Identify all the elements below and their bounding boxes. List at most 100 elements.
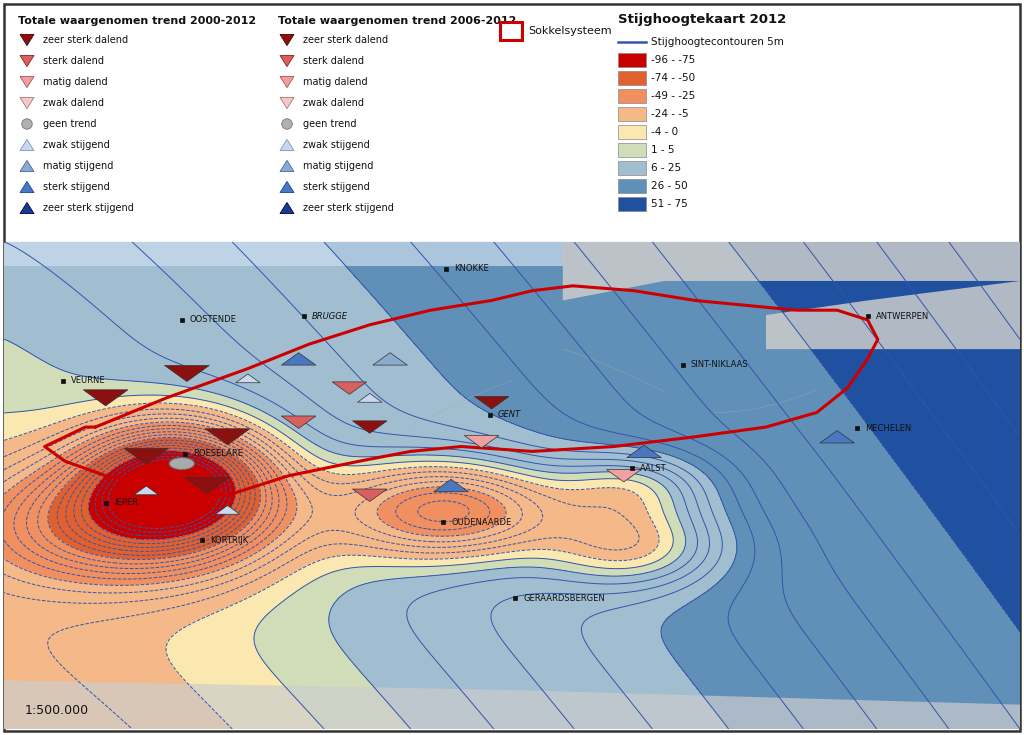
Polygon shape — [20, 55, 34, 67]
Polygon shape — [236, 374, 260, 383]
Polygon shape — [280, 76, 294, 87]
Polygon shape — [280, 35, 294, 46]
Text: Stijghoogtecontouren 5m: Stijghoogtecontouren 5m — [651, 37, 784, 47]
Text: VEURNE: VEURNE — [71, 376, 105, 385]
Text: GENT: GENT — [498, 410, 521, 420]
Bar — [618, 161, 646, 175]
Polygon shape — [83, 390, 128, 406]
Text: KNOKKE: KNOKKE — [454, 265, 488, 273]
Polygon shape — [766, 281, 1020, 349]
Text: sterk stijgend: sterk stijgend — [303, 182, 370, 192]
Text: -74 - -50: -74 - -50 — [651, 73, 695, 83]
Text: KORTRIJK: KORTRIJK — [210, 536, 249, 545]
Text: zeer sterk dalend: zeer sterk dalend — [303, 35, 388, 45]
Text: Totale waargenomen trend 2006-2012: Totale waargenomen trend 2006-2012 — [278, 16, 516, 26]
Text: zwak stijgend: zwak stijgend — [303, 140, 370, 150]
Polygon shape — [606, 470, 641, 482]
Text: matig stijgend: matig stijgend — [43, 161, 114, 171]
Polygon shape — [280, 182, 294, 193]
Polygon shape — [20, 76, 34, 87]
Bar — [618, 125, 646, 139]
Polygon shape — [20, 140, 34, 151]
Polygon shape — [20, 160, 34, 171]
Polygon shape — [165, 365, 209, 381]
Text: geen trend: geen trend — [43, 119, 96, 129]
Text: 6 - 25: 6 - 25 — [651, 163, 681, 173]
Text: -4 - 0: -4 - 0 — [651, 127, 678, 137]
Polygon shape — [20, 202, 34, 214]
Polygon shape — [282, 416, 316, 429]
Text: -96 - -75: -96 - -75 — [651, 55, 695, 65]
Polygon shape — [373, 353, 408, 365]
Bar — [618, 143, 646, 157]
Bar — [618, 53, 646, 67]
Text: matig stijgend: matig stijgend — [303, 161, 374, 171]
Bar — [618, 71, 646, 85]
Text: 1 - 5: 1 - 5 — [651, 145, 675, 155]
Polygon shape — [282, 353, 316, 365]
Polygon shape — [627, 445, 662, 458]
Text: Stijghoogtekaart 2012: Stijghoogtekaart 2012 — [618, 13, 786, 26]
Text: -24 - -5: -24 - -5 — [651, 109, 688, 119]
Text: zwak dalend: zwak dalend — [43, 98, 104, 108]
Polygon shape — [205, 429, 250, 445]
Text: ANTWERPEN: ANTWERPEN — [876, 312, 929, 320]
Polygon shape — [357, 393, 382, 402]
Circle shape — [22, 119, 32, 129]
Text: zwak dalend: zwak dalend — [303, 98, 364, 108]
Polygon shape — [474, 396, 509, 409]
Bar — [4, 4, 1020, 242]
Text: sterk dalend: sterk dalend — [43, 56, 104, 66]
Polygon shape — [280, 55, 294, 67]
Text: BRUGGE: BRUGGE — [312, 312, 348, 320]
Polygon shape — [820, 431, 854, 443]
Polygon shape — [134, 486, 159, 495]
Bar — [618, 107, 646, 121]
Bar — [618, 197, 646, 211]
Text: MECHELEN: MECHELEN — [865, 423, 911, 432]
Polygon shape — [434, 479, 468, 492]
Text: GERAARDSBERGEN: GERAARDSBERGEN — [523, 594, 605, 603]
Polygon shape — [20, 98, 34, 109]
Text: 51 - 75: 51 - 75 — [651, 199, 688, 209]
Bar — [500, 22, 522, 40]
Polygon shape — [4, 681, 1020, 729]
Text: sterk stijgend: sterk stijgend — [43, 182, 110, 192]
Text: zeer sterk stijgend: zeer sterk stijgend — [303, 203, 394, 213]
Polygon shape — [124, 448, 169, 465]
Text: Totale waargenomen trend 2000-2012: Totale waargenomen trend 2000-2012 — [18, 16, 256, 26]
Text: zeer sterk stijgend: zeer sterk stijgend — [43, 203, 134, 213]
Text: geen trend: geen trend — [303, 119, 356, 129]
Bar — [618, 89, 646, 103]
Polygon shape — [332, 382, 367, 394]
Polygon shape — [280, 140, 294, 151]
Text: zeer sterk dalend: zeer sterk dalend — [43, 35, 128, 45]
Polygon shape — [4, 242, 563, 266]
Text: OUDENAARDE: OUDENAARDE — [451, 517, 511, 526]
Bar — [618, 179, 646, 193]
Polygon shape — [20, 182, 34, 193]
Polygon shape — [20, 35, 34, 46]
Text: 1:500.000: 1:500.000 — [25, 704, 88, 717]
Text: zwak stijgend: zwak stijgend — [43, 140, 110, 150]
Text: matig dalend: matig dalend — [43, 77, 108, 87]
Text: AALST: AALST — [640, 464, 667, 473]
Text: OOSTENDE: OOSTENDE — [189, 315, 237, 324]
Text: 26 - 50: 26 - 50 — [651, 181, 688, 191]
Polygon shape — [280, 98, 294, 109]
Polygon shape — [352, 489, 387, 501]
Polygon shape — [280, 202, 294, 214]
Text: IEPER: IEPER — [114, 498, 137, 507]
Text: SINT-NIKLAAS: SINT-NIKLAAS — [691, 360, 749, 369]
Text: ROESELARE: ROESELARE — [193, 449, 243, 459]
Polygon shape — [280, 160, 294, 171]
Polygon shape — [185, 478, 229, 493]
Ellipse shape — [169, 457, 195, 470]
Text: -49 - -25: -49 - -25 — [651, 91, 695, 101]
Polygon shape — [215, 506, 240, 514]
Polygon shape — [352, 421, 387, 433]
Circle shape — [282, 119, 292, 129]
Polygon shape — [464, 435, 499, 448]
Text: matig dalend: matig dalend — [303, 77, 368, 87]
Text: sterk dalend: sterk dalend — [303, 56, 364, 66]
